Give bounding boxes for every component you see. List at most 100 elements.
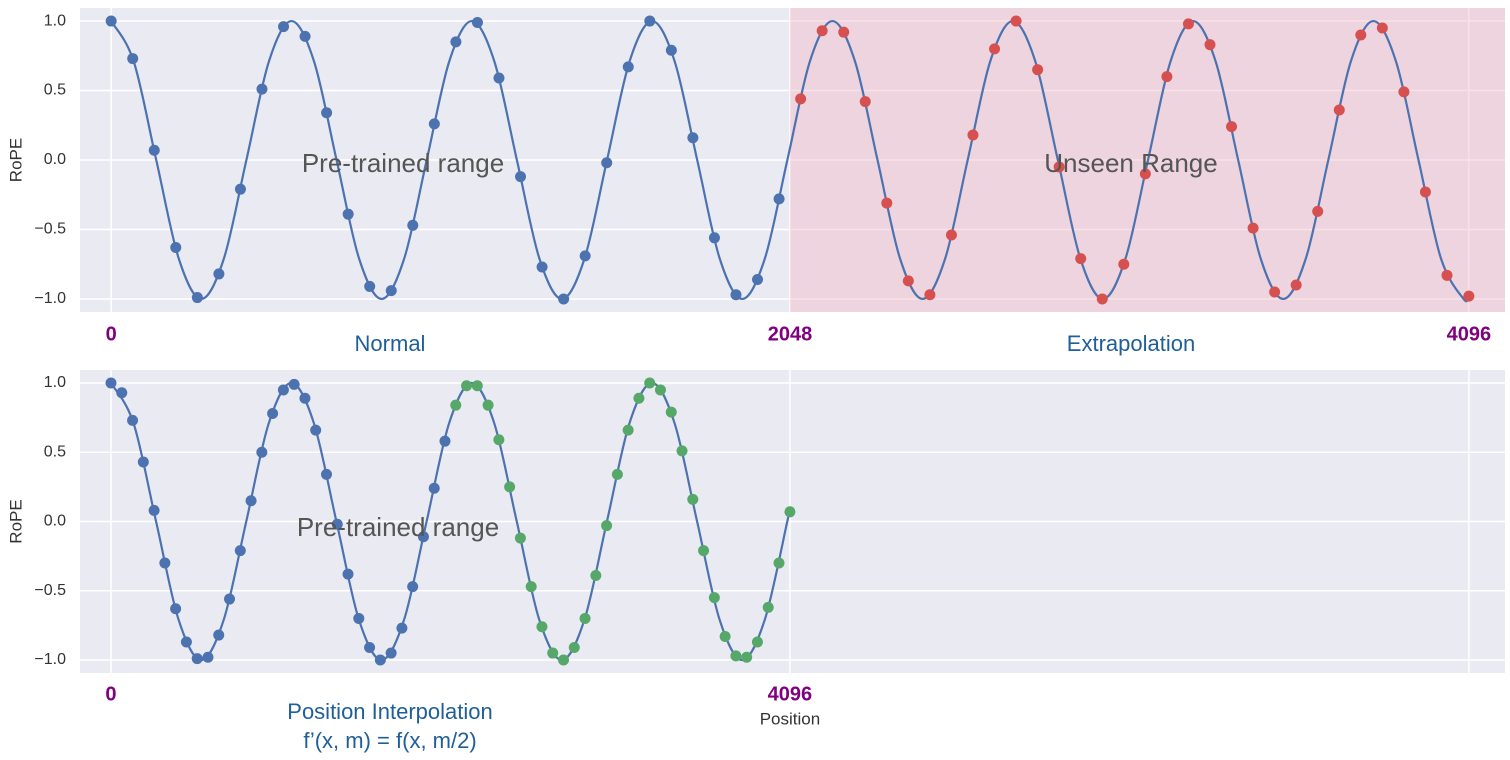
data-point [816,25,828,37]
data-point [1463,290,1475,302]
data-point [547,647,559,659]
data-point [1312,205,1324,217]
data-point [1204,39,1216,51]
y-tick-label: −0.5 [34,582,66,599]
data-point [385,285,397,297]
data-point [579,250,591,262]
data-point [1376,22,1388,34]
y-tick-label: −1.0 [34,290,66,307]
data-point [159,557,171,569]
x-tick-label: 4096 [1447,323,1492,345]
data-point [321,107,333,119]
data-point [116,387,128,399]
data-point [234,183,246,195]
data-point [213,268,225,280]
data-point [902,275,914,287]
data-point [1269,286,1281,298]
data-point [428,482,440,494]
data-point [536,261,548,273]
data-point [536,621,548,633]
data-point [170,242,182,254]
data-point [277,384,289,396]
data-point [525,581,537,593]
data-point [1075,253,1087,265]
data-point [127,53,139,65]
data-point [687,132,699,144]
data-point [1290,279,1302,291]
data-point [493,72,505,84]
data-point [245,495,257,507]
data-point [320,468,332,480]
data-point [676,445,688,457]
data-point [471,16,483,28]
data-point [514,532,526,544]
y-tick-label: 0.5 [44,82,66,99]
data-point [385,647,397,659]
data-point [741,651,753,663]
data-point [288,378,300,390]
y-tick-label: 0.0 [44,513,66,530]
data-point [213,629,225,641]
data-point [191,292,203,304]
data-point [773,557,785,569]
data-point [644,15,656,27]
data-point [515,171,527,183]
data-point [461,380,473,392]
data-point [1419,186,1431,198]
data-point [1247,222,1259,234]
annotation: Pre-trained range [302,148,504,178]
data-point [579,612,591,624]
data-point [396,622,408,634]
data-point [493,434,505,446]
data-point [342,568,354,580]
data-point [730,289,742,301]
data-point [278,21,290,33]
y-tick-label: −1.0 [34,651,66,668]
data-point [881,197,893,209]
data-point [762,601,774,613]
annotation: f’(x, m) = f(x, m/2) [303,728,476,753]
data-point [1053,161,1065,173]
annotation: Extrapolation [1067,331,1195,356]
data-point [310,424,322,436]
data-point [708,232,720,244]
annotation: Normal [355,331,426,356]
data-point [148,504,160,516]
annotation: Position Interpolation [287,699,492,724]
data-point [784,506,796,518]
data-point [504,481,516,493]
y-tick-label: 1.0 [44,12,66,29]
data-point [989,43,1001,55]
data-point [945,229,957,241]
data-point [439,435,451,447]
data-point [622,61,634,73]
data-point [1355,29,1367,41]
data-point [1139,168,1151,180]
data-point [364,642,376,654]
x-tick-label: 4096 [768,683,813,705]
data-point [148,144,160,156]
data-point [568,642,580,654]
data-point [256,83,268,95]
data-point [299,392,311,404]
y-tick-label: 1.0 [44,374,66,391]
data-point [601,520,613,532]
data-point [838,26,850,38]
data-point [644,377,656,389]
data-point [1398,86,1410,98]
data-point [859,96,871,108]
data-point [590,570,602,582]
y-tick-label: 0.5 [44,443,66,460]
x-tick-label: 0 [106,323,117,345]
data-point [428,118,440,130]
data-point [170,603,182,615]
annotation: Unseen Range [1044,148,1217,178]
data-point [622,424,634,436]
data-point [180,636,192,648]
data-point [1032,64,1044,76]
data-point [1096,293,1108,305]
data-point [482,399,494,411]
data-point [1161,71,1173,83]
